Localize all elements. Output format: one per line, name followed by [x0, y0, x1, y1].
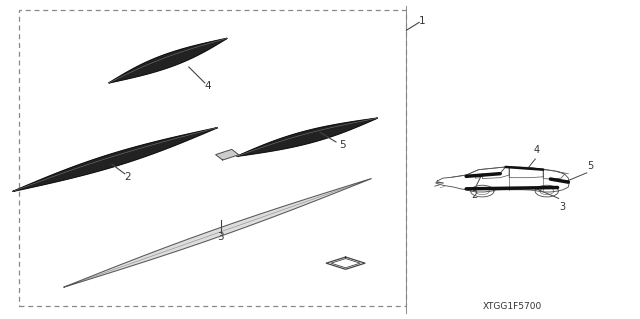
Text: 1: 1: [419, 16, 426, 26]
Text: 5: 5: [339, 140, 346, 150]
Text: 2: 2: [472, 190, 477, 200]
Polygon shape: [109, 38, 227, 83]
Text: 4: 4: [205, 81, 211, 91]
Bar: [19, 10, 406, 306]
Polygon shape: [326, 257, 365, 269]
Text: XTGG1F5700: XTGG1F5700: [483, 302, 541, 311]
Polygon shape: [237, 118, 378, 156]
Text: 3: 3: [218, 232, 224, 242]
Text: 2: 2: [125, 172, 131, 182]
Polygon shape: [13, 128, 218, 191]
Polygon shape: [216, 149, 239, 160]
Text: 4: 4: [534, 145, 540, 155]
Text: 3: 3: [559, 202, 565, 211]
Text: 5: 5: [587, 161, 593, 171]
Polygon shape: [64, 179, 371, 287]
